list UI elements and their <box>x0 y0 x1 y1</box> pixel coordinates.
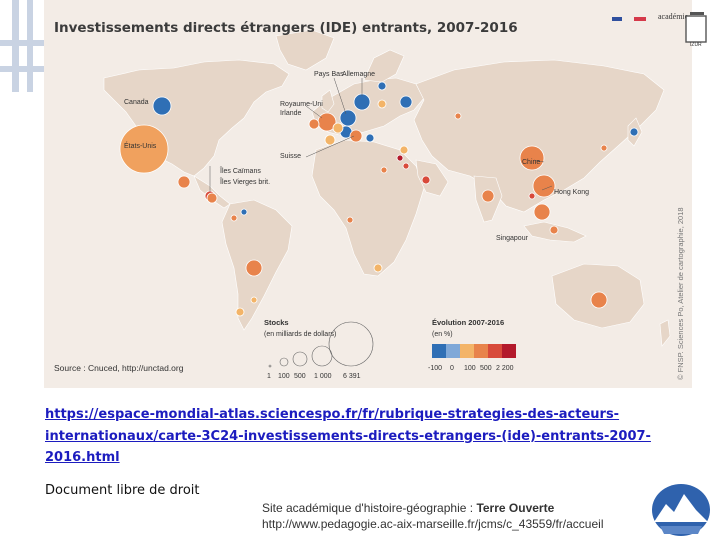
legend-stock-value: 1 000 <box>314 373 332 380</box>
circle-italy <box>365 133 375 143</box>
legend-evolution-swatch <box>474 344 488 358</box>
legend-stock-value: 6 391 <box>343 373 361 380</box>
circle-singapore <box>533 203 551 221</box>
legend-stock-value: 100 <box>278 373 290 380</box>
legend-evolution-swatch <box>460 344 474 358</box>
site-title-prefix: Site académique d'histoire-géographie : <box>262 501 477 515</box>
circle-vietnam <box>528 192 536 200</box>
africa-shape <box>311 139 425 277</box>
label-hong-kong: Hong Kong <box>554 189 589 196</box>
legend-evolution-swatch <box>432 344 446 358</box>
academie-logo-icon <box>685 12 707 43</box>
uk-shape <box>321 89 335 113</box>
circle-spain <box>324 134 336 146</box>
academie-label: académie <box>658 12 689 21</box>
legend-evolution-value: 2 200 <box>496 365 514 372</box>
legend-evolution-swatch <box>502 344 516 358</box>
site-title: Site académique d'histoire-géographie : … <box>262 501 554 515</box>
slide-decoration-bar <box>12 0 19 92</box>
slide-decoration-bar <box>0 40 56 46</box>
circle-turkey <box>399 145 409 155</box>
circle-saudi <box>421 175 431 185</box>
circle-south-africa <box>373 263 383 273</box>
circle-poland <box>377 99 387 109</box>
map-source: Source : Cnuced, http://unctad.org <box>54 363 184 373</box>
legend-evolution-value: 0 <box>450 365 454 372</box>
legend-evolution-title: Évolution 2007-2016 <box>432 318 504 327</box>
circle-usa <box>119 124 169 174</box>
site-title-name: Terre Ouverte <box>476 501 555 515</box>
circle-ireland <box>308 118 320 130</box>
license-text: Document libre de droit <box>45 483 200 498</box>
legend-evolution-value: 500 <box>480 365 492 372</box>
circle-mexico <box>177 175 191 189</box>
map-title: Investissements directs étrangers (IDE) … <box>54 20 518 36</box>
circle-russia <box>399 95 413 109</box>
circle-south-korea <box>600 144 608 152</box>
terre-ouverte-logo-icon <box>652 484 710 536</box>
label-iles-caimans: Îles Caïmans <box>219 166 261 175</box>
arabia-shape <box>415 159 449 197</box>
circle-kazakhstan <box>454 112 462 120</box>
legend-stock-value: 500 <box>294 373 306 380</box>
circle-argentina <box>250 296 258 304</box>
asia-shape <box>413 59 665 213</box>
label-allemagne: Allemagne <box>342 71 375 78</box>
slide-decoration-bar <box>0 66 56 72</box>
legend-stocks-title: Stocks <box>264 318 289 327</box>
legend-evolution-value: -100 <box>428 365 442 372</box>
legend-evolution-value: 100 <box>464 365 476 372</box>
circle-israel <box>402 162 410 170</box>
legend-evolution-unit: (en %) <box>432 331 453 338</box>
circle-egypt <box>380 166 388 174</box>
circle-switzerland <box>349 129 363 143</box>
circle-canada <box>152 96 172 116</box>
academie-sub-label: IZUR <box>690 42 702 48</box>
legend-evolution-swatch <box>446 344 460 358</box>
legend-stock-value: 1 <box>267 373 271 380</box>
greenland-shape <box>275 29 335 71</box>
label-pays-bas: Pays Bas <box>314 71 344 78</box>
label-iles-vierges: Îles Vierges brit. <box>219 177 270 186</box>
circle-netherlands <box>339 109 357 127</box>
circle-nigeria <box>346 216 354 224</box>
circle-venezuela <box>240 208 248 216</box>
label-singapour: Singapour <box>496 235 529 242</box>
site-url: http://www.pedagogie.ac-aix-marseille.fr… <box>262 517 604 531</box>
label-chine: Chine <box>522 159 540 166</box>
circle-indonesia <box>549 225 559 235</box>
circle-cyprus <box>396 154 404 162</box>
legend-evolution-swatch <box>488 344 502 358</box>
stock-circles <box>119 81 639 317</box>
circle-belgium <box>332 122 344 134</box>
new-zealand-shape <box>659 319 671 347</box>
legend-stocks-unit: (en milliards de dollars) <box>264 331 336 338</box>
circle-india <box>481 189 495 203</box>
source-link[interactable]: https://espace-mondial-atlas.sciencespo.… <box>45 407 651 465</box>
map-credit: © FNSP. Sciences Po, Atelier de cartogra… <box>676 207 685 380</box>
circle-brazil <box>245 259 263 277</box>
label-irlande: Irlande <box>280 110 302 117</box>
circle-colombia <box>230 214 238 222</box>
legend-evolution-swatches <box>432 344 516 358</box>
circle-japan <box>629 127 639 137</box>
world-map: Canada États-Unis Pays Bas Allemagne Roy… <box>103 29 671 380</box>
flag-blue-stripe <box>612 17 622 21</box>
label-usa: États-Unis <box>124 141 157 150</box>
flag-red-stripe <box>634 17 646 21</box>
circle-germany <box>353 93 371 111</box>
label-suisse: Suisse <box>280 153 301 160</box>
circle-bvi <box>206 192 218 204</box>
label-canada: Canada <box>124 99 149 106</box>
circle-sweden <box>377 81 387 91</box>
label-royaume-uni: Royaume-Uni <box>280 101 323 108</box>
legend-stock-circles <box>268 321 374 368</box>
circle-chile <box>235 307 245 317</box>
slide-decoration-bar <box>27 0 33 92</box>
circle-australia <box>590 291 608 309</box>
circle-hong-kong <box>532 174 556 198</box>
circle-china <box>519 145 545 171</box>
